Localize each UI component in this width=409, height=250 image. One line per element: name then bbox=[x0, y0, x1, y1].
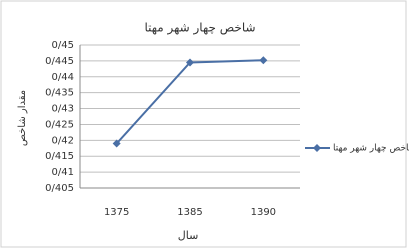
y-tick-label: 0/425 bbox=[45, 119, 74, 130]
x-tick-label: 1375 bbox=[104, 207, 129, 218]
y-tick-label: 0/435 bbox=[45, 88, 74, 99]
x-tick-label: 1385 bbox=[177, 207, 202, 218]
y-tick-label: 0/445 bbox=[45, 56, 74, 67]
chart: شاخص چهار شهر مهتا سال مقدار شاخص 0/405 0… bbox=[0, 0, 409, 250]
y-tick-label: 0/42 bbox=[52, 135, 74, 146]
chart-title: شاخص چهار شهر مهتا bbox=[144, 21, 255, 36]
y-tick-label: 0/41 bbox=[52, 167, 74, 178]
y-tick-label: 0/45 bbox=[52, 40, 74, 51]
y-tick-label: 0/44 bbox=[52, 72, 74, 83]
y-tick-label: 0/405 bbox=[45, 183, 74, 194]
legend-label: شاخص چهار شهر مهتا bbox=[333, 144, 409, 154]
y-axis-label: مقدار شاخص bbox=[17, 90, 28, 146]
y-tick-label: 0/415 bbox=[45, 151, 74, 162]
x-tick-label: 1390 bbox=[251, 207, 276, 218]
y-tick-label: 0/43 bbox=[52, 104, 74, 115]
page: {"chart_data": {"type": "line", "title":… bbox=[0, 0, 409, 250]
x-axis-label: سال bbox=[178, 229, 199, 242]
